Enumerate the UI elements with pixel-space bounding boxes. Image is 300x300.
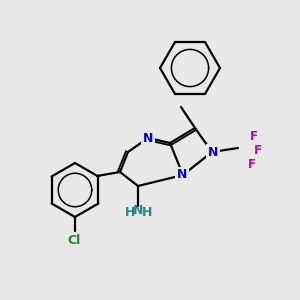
Text: N: N: [208, 146, 218, 158]
Text: Cl: Cl: [68, 233, 81, 247]
Text: F: F: [250, 130, 258, 142]
Text: N: N: [177, 169, 187, 182]
Text: F: F: [248, 158, 256, 170]
Text: N: N: [133, 205, 143, 218]
Text: H: H: [125, 206, 135, 220]
Text: H: H: [142, 206, 152, 220]
Text: F: F: [254, 143, 262, 157]
Text: N: N: [143, 131, 153, 145]
